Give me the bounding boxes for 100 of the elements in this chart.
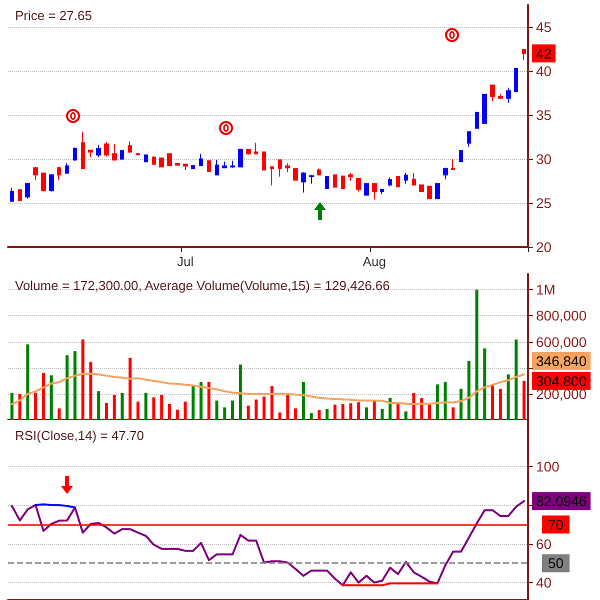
bar xyxy=(357,402,360,420)
bar xyxy=(42,373,45,420)
candlestick xyxy=(427,186,432,200)
candlestick xyxy=(498,93,503,99)
candlestick xyxy=(293,168,298,181)
bar xyxy=(491,384,494,420)
candlestick xyxy=(136,152,140,156)
bar xyxy=(215,400,218,420)
bar xyxy=(467,360,470,420)
bar xyxy=(89,362,92,420)
candlestick xyxy=(152,156,156,165)
line-series xyxy=(10,500,526,586)
candlestick xyxy=(364,183,369,196)
bar xyxy=(514,339,518,420)
candlestick xyxy=(41,172,46,192)
bar xyxy=(34,392,38,420)
candlestick xyxy=(65,162,69,174)
y-tick-label: 60 xyxy=(536,536,552,552)
candlestick xyxy=(317,168,321,176)
candlestick xyxy=(270,166,274,186)
bar xyxy=(372,401,376,420)
bar xyxy=(120,392,124,420)
bar xyxy=(168,404,172,420)
bar xyxy=(460,388,463,420)
candlestick xyxy=(404,172,408,184)
bar xyxy=(341,404,344,420)
candlestick xyxy=(348,172,353,182)
candlestick xyxy=(356,178,361,192)
candlestick xyxy=(112,144,117,162)
bar xyxy=(50,375,53,420)
y-tick-label: 25 xyxy=(536,195,552,211)
candlestick xyxy=(81,131,85,170)
candlestick xyxy=(333,174,337,188)
candlestick xyxy=(33,166,38,181)
bar xyxy=(452,407,455,420)
candlestick xyxy=(159,158,164,168)
candlestick xyxy=(380,188,384,195)
candlestick xyxy=(412,172,416,186)
candlestick xyxy=(341,176,345,189)
bar xyxy=(112,394,116,420)
y-tick-label: 30 xyxy=(536,151,552,167)
bar xyxy=(200,382,203,420)
candlestick xyxy=(419,184,424,192)
candlestick xyxy=(49,173,54,192)
y-tick-label: 600,000 xyxy=(536,334,587,350)
bar xyxy=(522,380,526,420)
bar xyxy=(396,404,400,420)
bar xyxy=(254,400,258,420)
bar xyxy=(10,392,14,420)
bar xyxy=(66,355,69,420)
bar xyxy=(412,392,416,420)
bar xyxy=(436,384,439,420)
candlestick xyxy=(309,174,314,184)
candlestick xyxy=(475,112,479,129)
y-tick-label: 40 xyxy=(536,63,552,79)
candlestick xyxy=(73,147,77,162)
y-tick-label: 45 xyxy=(536,19,552,35)
candlestick xyxy=(396,176,400,188)
bar xyxy=(176,410,179,420)
bar xyxy=(506,374,510,420)
candlestick xyxy=(207,160,211,172)
candlestick xyxy=(482,94,487,124)
bar xyxy=(278,412,282,420)
candlestick xyxy=(57,166,61,181)
candlestick xyxy=(104,142,109,157)
y-tick-label: 100 xyxy=(536,458,560,474)
candlestick xyxy=(325,176,329,189)
bar xyxy=(58,408,61,420)
candlestick xyxy=(443,167,448,180)
candlestick xyxy=(175,162,180,166)
candlestick xyxy=(372,183,377,200)
bar xyxy=(294,408,298,420)
bar xyxy=(184,402,187,420)
candlestick xyxy=(183,164,188,170)
candlestick xyxy=(88,150,93,158)
candlestick xyxy=(128,140,132,154)
bar xyxy=(498,388,502,420)
candlestick xyxy=(451,158,455,170)
bar xyxy=(286,394,290,420)
candlestick xyxy=(285,162,290,173)
bar xyxy=(18,394,22,420)
y-tick-label: 800,000 xyxy=(536,308,587,324)
bar xyxy=(428,404,432,420)
candlestick xyxy=(120,150,124,160)
text: 304,800 xyxy=(536,372,587,389)
bar xyxy=(380,409,384,420)
candlestick xyxy=(459,150,463,162)
bar xyxy=(364,407,368,420)
bar xyxy=(388,398,392,420)
x-tick-label: Aug xyxy=(362,254,386,269)
candlestick xyxy=(514,68,518,92)
candlestick xyxy=(522,48,526,60)
candlestick xyxy=(490,84,495,102)
bar xyxy=(318,410,321,420)
bar xyxy=(26,344,30,420)
candlestick xyxy=(222,161,227,168)
bar xyxy=(302,382,305,420)
text: 82.0946 xyxy=(536,493,587,510)
ref-line-label: 50 xyxy=(548,555,564,572)
bar xyxy=(475,290,478,420)
